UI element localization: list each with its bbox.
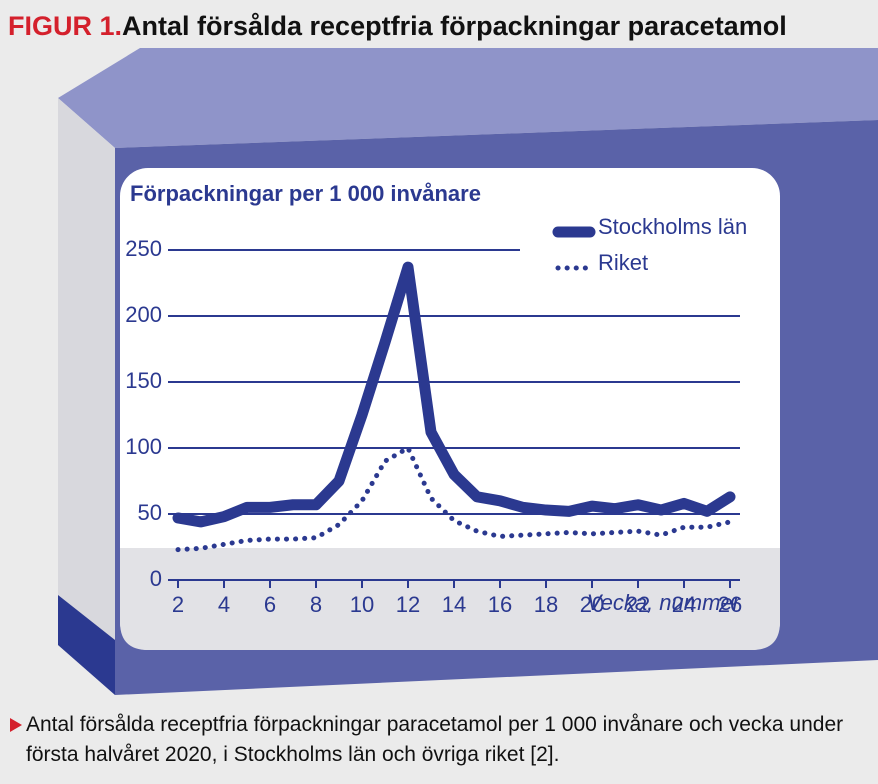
- x-tick-label: 22: [626, 592, 650, 617]
- x-tick-label: 26: [718, 592, 742, 617]
- panel: [120, 168, 780, 650]
- box-side: [58, 98, 115, 695]
- series-line: [172, 261, 736, 528]
- y-axis-label: Förpackningar per 1 000 invånare: [130, 181, 481, 206]
- series-line: [175, 445, 733, 553]
- x-tick-label: 4: [218, 592, 230, 617]
- x-tick-label: 6: [264, 592, 276, 617]
- figure-label: FIGUR 1.: [8, 11, 122, 41]
- x-tick-label: 24: [672, 592, 696, 617]
- legend-label: Stockholms län: [598, 214, 747, 239]
- x-axis-label: Vecka, nummer: [587, 590, 742, 615]
- box-top: [58, 48, 878, 148]
- box-side-band: [58, 595, 115, 695]
- y-tick-label: 250: [125, 236, 162, 261]
- x-tick-label: 14: [442, 592, 466, 617]
- caption-marker: [10, 718, 22, 732]
- y-tick-label: 150: [125, 368, 162, 393]
- x-tick-label: 2: [172, 592, 184, 617]
- chart-title: Antal försålda receptfria förpackningar …: [122, 11, 787, 41]
- legend-label: Riket: [598, 250, 648, 275]
- x-tick-label: 20: [580, 592, 604, 617]
- panel-bottom: [120, 548, 780, 650]
- x-tick-label: 10: [350, 592, 374, 617]
- y-tick-label: 100: [125, 434, 162, 459]
- y-tick-label: 50: [138, 500, 162, 525]
- y-tick-label: 0: [150, 566, 162, 591]
- caption-box: Antal försålda receptfria förpackningar …: [26, 713, 844, 766]
- caption: Antal försålda receptfria förpackningar …: [26, 713, 844, 766]
- x-tick-label: 16: [488, 592, 512, 617]
- x-tick-label: 8: [310, 592, 322, 617]
- x-tick-label: 18: [534, 592, 558, 617]
- y-tick-label: 200: [125, 302, 162, 327]
- x-tick-label: 12: [396, 592, 420, 617]
